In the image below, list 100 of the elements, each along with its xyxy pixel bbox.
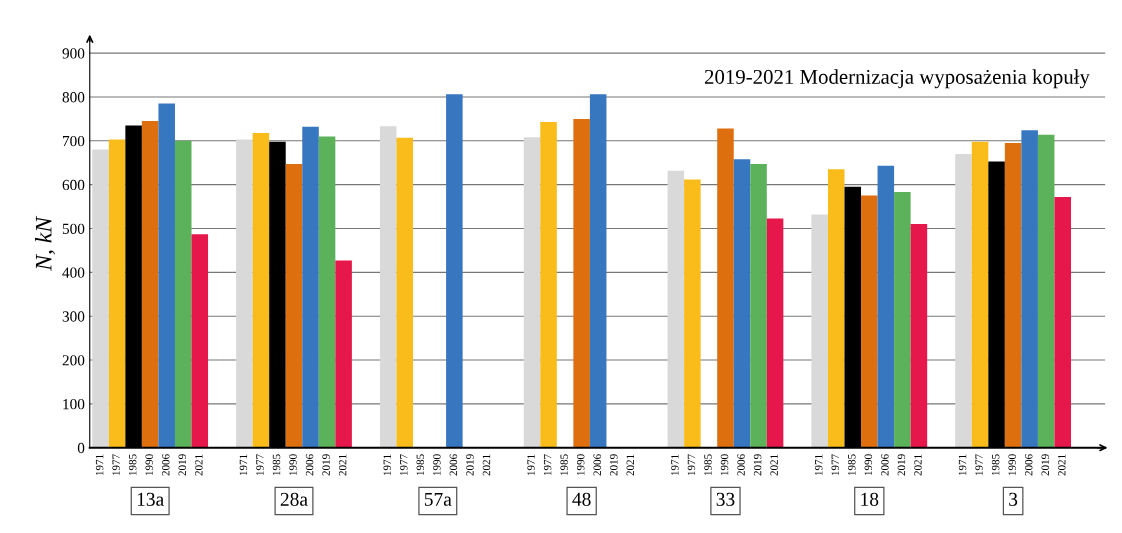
- x-tick-label: 3: [1009, 492, 1018, 506]
- text: 1990: [289, 454, 297, 476]
- text: 1985: [128, 454, 137, 476]
- text: 2021: [338, 454, 347, 476]
- text: 2006: [305, 454, 314, 476]
- text: 1977: [831, 454, 839, 476]
- bar: [861, 195, 878, 448]
- y-tick-label: 400: [62, 267, 85, 278]
- text: 1977: [687, 454, 696, 476]
- bar: [252, 132, 270, 448]
- bar: [379, 126, 397, 448]
- text: 2021: [770, 454, 778, 476]
- bar: [158, 103, 175, 448]
- bar: [318, 136, 336, 448]
- text: 2006: [737, 454, 745, 476]
- text: 1977: [112, 454, 120, 476]
- bar: [1021, 130, 1038, 448]
- text: 2006: [881, 454, 889, 476]
- bar: [108, 139, 126, 448]
- bar: [684, 179, 701, 448]
- bar: [910, 224, 928, 448]
- text: 1985: [991, 454, 1000, 476]
- bar: [811, 214, 828, 448]
- text: 1977: [256, 454, 264, 476]
- text: 2006: [449, 454, 458, 476]
- x-tick-label: 13a: [137, 492, 164, 506]
- bar: [174, 140, 192, 448]
- bar: [191, 234, 209, 448]
- annotation: 2019-2021 Modernizacja wyposażenia kopuły: [704, 69, 1090, 89]
- bar: [971, 141, 989, 448]
- text: 1985: [416, 454, 425, 476]
- text: 1990: [433, 454, 441, 476]
- text: 2019: [897, 454, 906, 476]
- bar: [523, 137, 541, 448]
- text: 1990: [720, 454, 729, 476]
- y-tick-label: 700: [62, 135, 85, 147]
- text: 1971: [814, 454, 823, 476]
- text: 1977: [975, 454, 983, 476]
- text: 1985: [272, 454, 281, 476]
- y-tick-label: 200: [62, 355, 85, 366]
- text: 2019: [1041, 454, 1049, 476]
- bar: [1004, 143, 1022, 448]
- bar: [1037, 134, 1055, 448]
- x-tick-label: 57a: [424, 492, 452, 506]
- y-tick-label: 0: [77, 442, 85, 454]
- bar: [894, 192, 911, 448]
- text: 1977: [400, 454, 408, 476]
- bar: [750, 164, 767, 448]
- x-tick-label: 28a: [280, 492, 308, 506]
- text: 2019: [466, 454, 474, 476]
- text: 2019: [753, 454, 762, 476]
- text: 1971: [239, 454, 248, 476]
- bar: [302, 126, 319, 448]
- text: 2021: [626, 454, 635, 476]
- text: 2019: [322, 454, 330, 476]
- bar: [955, 153, 972, 448]
- bar: [589, 94, 607, 448]
- text: 1985: [704, 454, 712, 476]
- bar: [667, 170, 685, 448]
- text: 1990: [1008, 454, 1016, 476]
- y-tick-label: 800: [62, 92, 85, 103]
- y-tick-label: 500: [62, 223, 85, 234]
- bar: [1054, 196, 1072, 448]
- y-tick-label: 600: [62, 179, 85, 191]
- bar: [141, 121, 159, 448]
- text: 2021: [914, 454, 922, 476]
- text: 2021: [195, 454, 203, 476]
- x-tick-label: 33: [716, 492, 735, 506]
- bar: [446, 94, 463, 448]
- bar: [766, 218, 784, 448]
- bar: [236, 139, 253, 448]
- bar: [92, 149, 109, 448]
- text: 2021: [482, 454, 491, 476]
- text: 1971: [383, 454, 391, 476]
- bar: [335, 260, 352, 448]
- text: 1990: [576, 454, 585, 476]
- text: 1971: [958, 454, 967, 476]
- bar: [877, 165, 895, 448]
- bar: [396, 137, 414, 448]
- text: 1977: [543, 454, 552, 476]
- bar: [573, 118, 590, 448]
- text: 2019: [610, 454, 618, 476]
- text: 1971: [671, 454, 679, 476]
- bar: [540, 121, 557, 448]
- text: 2006: [1024, 454, 1033, 476]
- text: 1971: [95, 454, 104, 476]
- text: 1990: [864, 454, 873, 476]
- y-tick-label: 300: [62, 311, 85, 322]
- x-tick-label: 18: [861, 492, 879, 506]
- y-axis-title: N, kN: [35, 215, 56, 271]
- text: 1971: [527, 454, 535, 476]
- text: 1985: [848, 454, 856, 476]
- text: 2021: [1058, 454, 1066, 476]
- bar: [717, 128, 734, 448]
- y-tick-label: 900: [62, 48, 85, 59]
- bar: [733, 159, 751, 448]
- y-tick-label: 100: [63, 399, 85, 410]
- bar: [285, 164, 303, 448]
- text: 1990: [145, 454, 153, 476]
- bar: [827, 169, 845, 448]
